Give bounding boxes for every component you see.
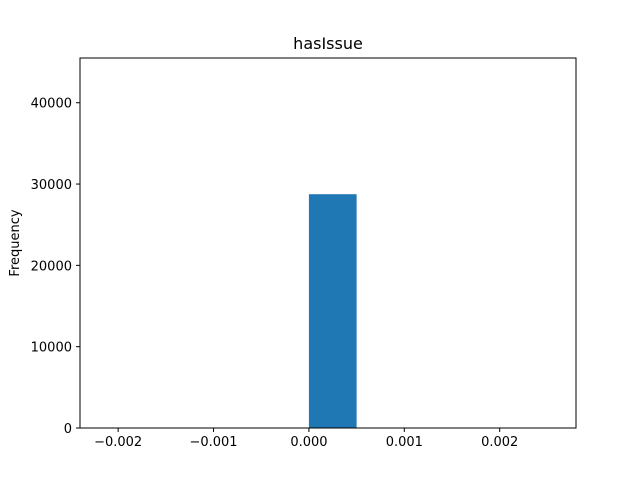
histogram-bar-0 <box>308 194 357 428</box>
x-tick-label-3: 0.001 <box>386 435 423 450</box>
y-tick-label-1: 10000 <box>31 341 72 356</box>
y-axis-label: Frequency <box>8 209 23 276</box>
x-tick-label-4: 0.002 <box>481 435 518 450</box>
y-tick-label-4: 40000 <box>31 97 72 112</box>
x-tick-label-1: −0.001 <box>189 435 237 450</box>
y-tick-label-3: 30000 <box>31 178 72 193</box>
plot-frame <box>79 57 577 429</box>
x-axis: −0.002 −0.001 0.000 0.001 0.002 <box>94 428 518 450</box>
chart-title: hasIssue <box>293 34 363 53</box>
bars-group <box>308 194 357 428</box>
x-tick-label-2: 0.000 <box>290 435 327 450</box>
y-tick-label-2: 20000 <box>31 259 72 274</box>
y-tick-label-0: 0 <box>64 422 72 437</box>
x-tick-label-0: −0.002 <box>94 435 142 450</box>
y-axis: 0 10000 20000 30000 40000 <box>31 97 80 437</box>
